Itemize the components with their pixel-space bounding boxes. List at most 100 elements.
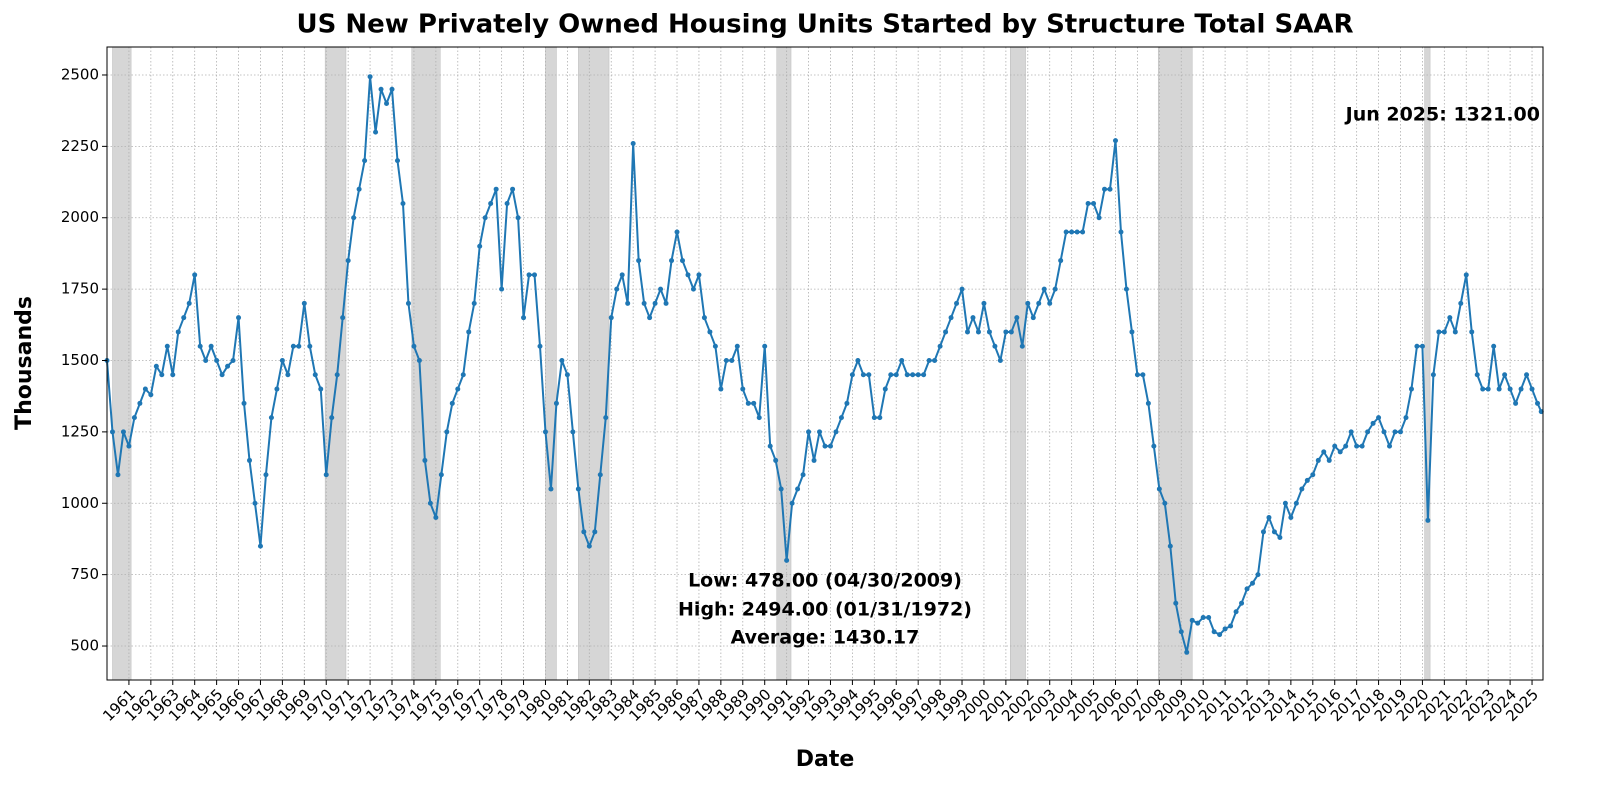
data-point bbox=[411, 343, 417, 349]
data-point bbox=[608, 315, 614, 321]
data-point bbox=[1376, 415, 1382, 421]
data-point bbox=[274, 386, 280, 392]
data-point bbox=[1392, 429, 1398, 435]
data-point bbox=[937, 343, 943, 349]
data-point bbox=[241, 400, 247, 406]
data-point bbox=[208, 343, 214, 349]
data-point bbox=[603, 415, 609, 421]
data-point bbox=[1063, 229, 1069, 235]
data-point bbox=[1403, 415, 1409, 421]
data-point bbox=[1441, 329, 1447, 335]
recession-band bbox=[324, 46, 347, 681]
annotation: Average: 1430.17 bbox=[731, 627, 920, 649]
data-point bbox=[734, 343, 740, 349]
data-point bbox=[1496, 386, 1502, 392]
data-point bbox=[1189, 617, 1195, 623]
data-point bbox=[740, 386, 746, 392]
data-point bbox=[866, 372, 872, 378]
data-point bbox=[1222, 626, 1228, 632]
data-point bbox=[1354, 443, 1360, 449]
data-point bbox=[992, 343, 998, 349]
data-point bbox=[181, 315, 187, 321]
data-point bbox=[564, 372, 570, 378]
data-point bbox=[871, 415, 877, 421]
data-point bbox=[778, 486, 784, 492]
data-point bbox=[526, 272, 532, 278]
data-point bbox=[1524, 372, 1530, 378]
data-point bbox=[433, 515, 439, 521]
data-point bbox=[1535, 400, 1541, 406]
data-point bbox=[1217, 632, 1223, 638]
data-point bbox=[614, 286, 620, 292]
data-point bbox=[986, 329, 992, 335]
data-point bbox=[1058, 258, 1064, 264]
data-point bbox=[1538, 409, 1544, 415]
data-point bbox=[849, 372, 855, 378]
data-point bbox=[1096, 215, 1102, 221]
data-point bbox=[1019, 343, 1025, 349]
data-point bbox=[1414, 343, 1420, 349]
data-point bbox=[1145, 400, 1151, 406]
data-point bbox=[131, 415, 137, 421]
data-point bbox=[696, 272, 702, 278]
data-point bbox=[1211, 629, 1217, 635]
data-point bbox=[1260, 529, 1266, 535]
data-point bbox=[351, 215, 357, 221]
data-point bbox=[225, 363, 231, 369]
data-point bbox=[1003, 329, 1009, 335]
data-point bbox=[690, 286, 696, 292]
data-point bbox=[521, 315, 527, 321]
data-point bbox=[1310, 472, 1316, 478]
data-point bbox=[499, 286, 505, 292]
data-point bbox=[1091, 200, 1097, 206]
data-point bbox=[1513, 400, 1519, 406]
data-point bbox=[515, 215, 521, 221]
data-point bbox=[1052, 286, 1058, 292]
data-point bbox=[170, 372, 176, 378]
data-point bbox=[970, 315, 976, 321]
data-point bbox=[723, 358, 729, 364]
data-point bbox=[323, 472, 329, 478]
data-point bbox=[729, 358, 735, 364]
data-point bbox=[532, 272, 538, 278]
data-point bbox=[570, 429, 576, 435]
data-point bbox=[1008, 329, 1014, 335]
data-point bbox=[1332, 443, 1338, 449]
data-point bbox=[1107, 186, 1113, 192]
plot-frame bbox=[106, 46, 1544, 681]
data-point bbox=[658, 286, 664, 292]
data-point bbox=[1151, 443, 1157, 449]
data-point bbox=[109, 429, 115, 435]
data-point bbox=[466, 329, 472, 335]
data-point bbox=[318, 386, 324, 392]
data-point bbox=[932, 358, 938, 364]
data-point bbox=[1299, 486, 1305, 492]
data-point bbox=[707, 329, 713, 335]
data-point bbox=[1304, 477, 1310, 483]
data-point bbox=[959, 286, 965, 292]
data-point bbox=[882, 386, 888, 392]
data-point bbox=[1074, 229, 1080, 235]
data-point bbox=[268, 415, 274, 421]
data-point bbox=[482, 215, 488, 221]
data-point bbox=[1419, 343, 1425, 349]
data-point bbox=[1337, 449, 1343, 455]
data-point bbox=[548, 486, 554, 492]
data-point bbox=[756, 415, 762, 421]
data-point bbox=[137, 400, 143, 406]
data-point bbox=[307, 343, 313, 349]
data-point bbox=[1502, 372, 1508, 378]
data-point bbox=[1447, 315, 1453, 321]
data-point bbox=[1085, 200, 1091, 206]
data-point bbox=[943, 329, 949, 335]
data-point bbox=[1123, 286, 1129, 292]
data-point bbox=[1134, 372, 1140, 378]
data-point bbox=[1370, 420, 1376, 426]
data-point bbox=[965, 329, 971, 335]
annotation: High: 2494.00 (01/31/1972) bbox=[678, 599, 972, 621]
data-point bbox=[120, 429, 126, 435]
data-point bbox=[915, 372, 921, 378]
data-point bbox=[400, 200, 406, 206]
data-point bbox=[1102, 186, 1108, 192]
